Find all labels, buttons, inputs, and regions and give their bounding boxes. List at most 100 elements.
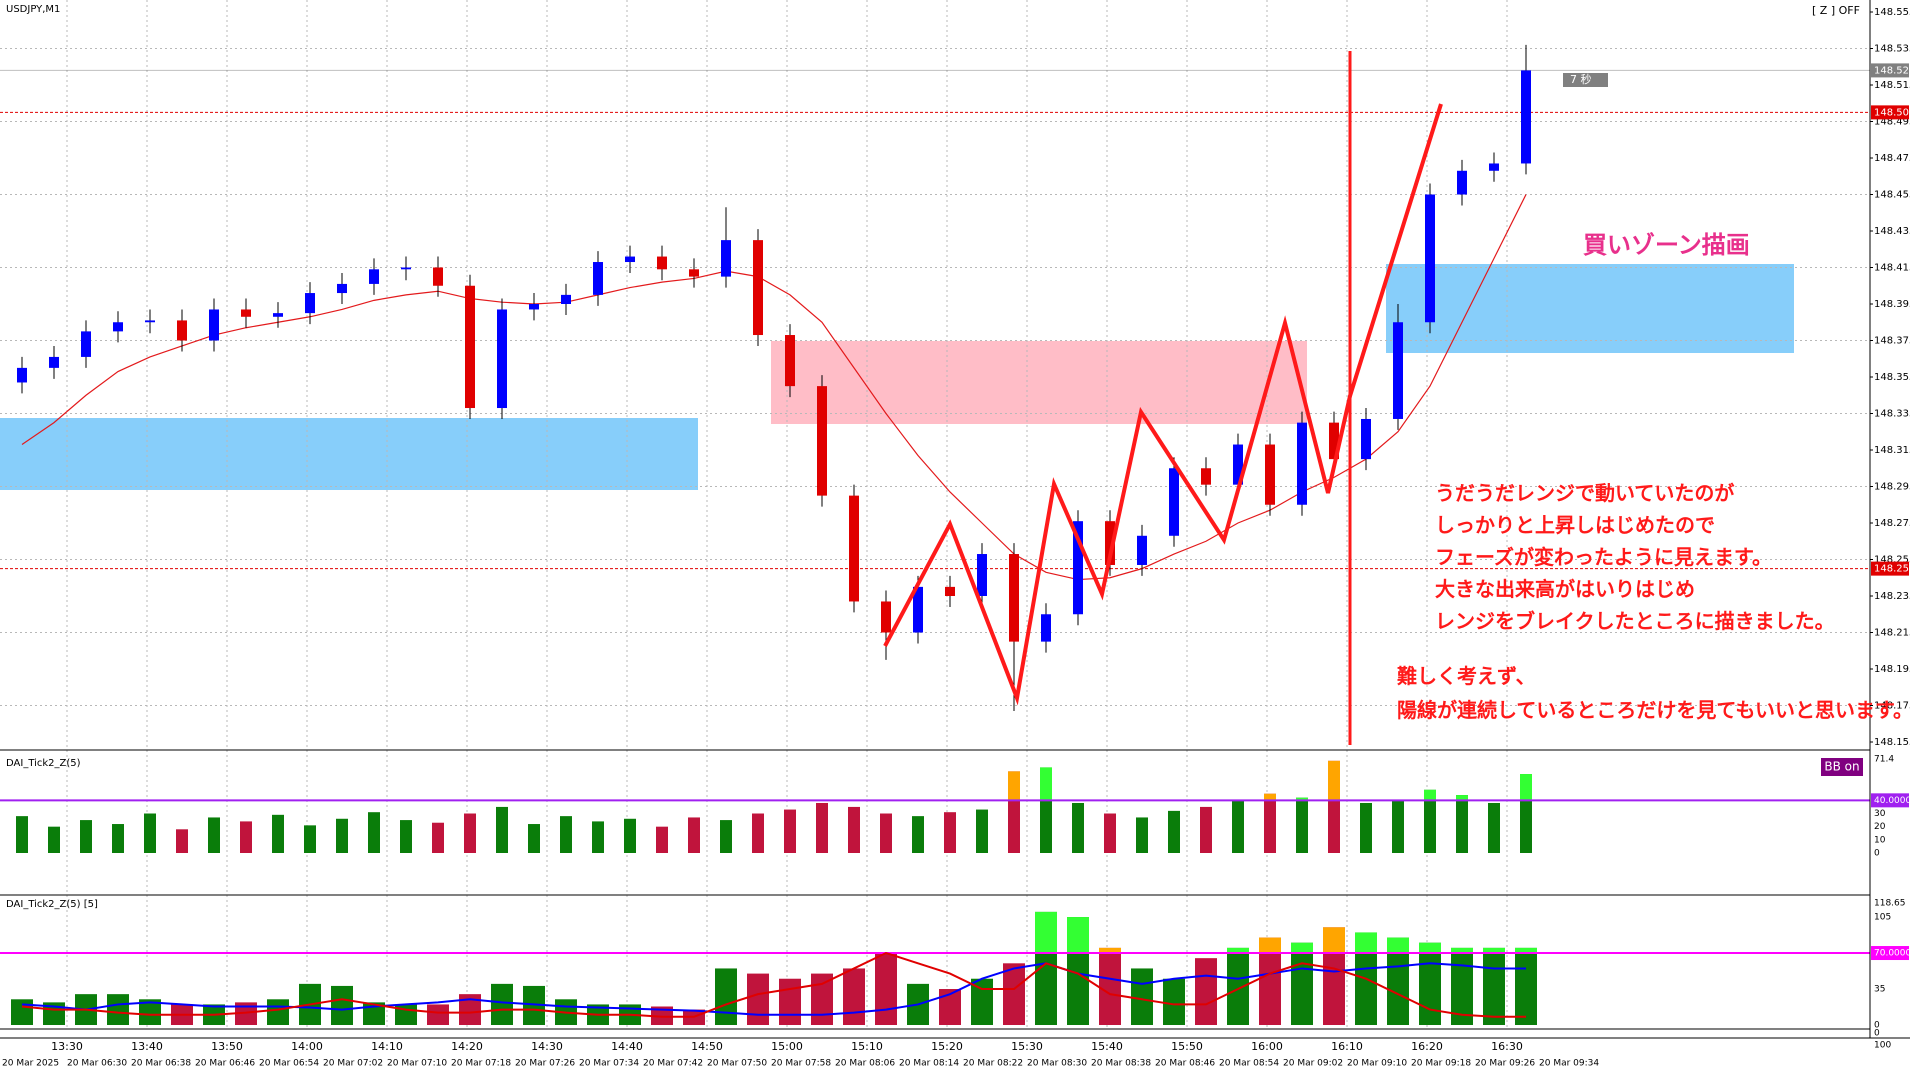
volume-bar	[1200, 806, 1212, 853]
time-label: 15:40	[1091, 1040, 1123, 1053]
candle-body	[1233, 444, 1243, 485]
y-tick-label: 148.255	[1874, 555, 1910, 566]
volume-bar	[267, 999, 289, 1025]
sell-zone	[771, 341, 1307, 424]
volume-bar-over	[1451, 947, 1473, 954]
candle-body	[177, 320, 187, 341]
date-label: 20 Mar 07:02	[323, 1059, 383, 1069]
volume-bar	[432, 822, 444, 853]
candle-body	[913, 586, 923, 633]
level-label: 40.0000	[1874, 796, 1910, 806]
level-label: 70.0000	[1874, 949, 1910, 959]
time-label: 16:00	[1251, 1040, 1283, 1053]
volume-bar	[971, 978, 993, 1025]
volume-bar	[176, 829, 188, 853]
time-label: 14:30	[531, 1040, 563, 1053]
date-label: 20 Mar 07:26	[515, 1059, 575, 1069]
volume-bar-over	[1483, 947, 1505, 954]
symbol-title: USDJPY,M1	[6, 4, 60, 15]
volume-bar	[491, 983, 513, 1025]
range-zone	[0, 418, 698, 490]
volume-bar	[427, 1004, 449, 1025]
time-label: 14:40	[611, 1040, 643, 1053]
y-tick-label: 148.335	[1874, 409, 1910, 420]
volume-bar	[464, 813, 476, 853]
candle-body	[113, 322, 123, 332]
candle-body	[1009, 554, 1019, 642]
candle-body	[721, 240, 731, 277]
price-label-box	[1871, 561, 1909, 576]
volume-bar-over	[1515, 947, 1537, 954]
date-label: 20 Mar 08:14	[899, 1059, 959, 1069]
volume-bar	[1195, 958, 1217, 1025]
volume-bar	[235, 1002, 257, 1025]
badge-box[interactable]	[1821, 758, 1863, 776]
volume-bar-over	[1099, 947, 1121, 954]
date-label: 20 Mar 07:10	[387, 1059, 447, 1069]
volume-bar	[1136, 817, 1148, 853]
volume-bar	[496, 806, 508, 853]
candle-body	[593, 262, 603, 295]
volume-bar	[715, 968, 737, 1025]
candle-body	[1105, 521, 1115, 565]
date-label: 20 Mar 06:54	[259, 1059, 319, 1069]
candle-body	[849, 495, 859, 602]
volume-bar	[272, 814, 284, 853]
date-label: 20 Mar 06:30	[67, 1059, 127, 1069]
date-label: 20 Mar 08:54	[1219, 1059, 1279, 1069]
time-label: 13:50	[211, 1040, 243, 1053]
zoom-status[interactable]: [ Z ] OFF	[1812, 4, 1860, 17]
volume-bar	[363, 1002, 385, 1025]
buy-zone	[1386, 264, 1794, 353]
y-tick-label: 148.275	[1874, 518, 1910, 529]
date-label: 20 Mar 08:22	[963, 1059, 1023, 1069]
candle-body	[817, 386, 827, 496]
date-label: 20 Mar 06:38	[131, 1059, 191, 1069]
y-tick-label: 148.355	[1874, 372, 1910, 383]
volume-bar	[1131, 968, 1153, 1025]
date-label: 20 Mar 2025	[2, 1059, 59, 1069]
candle-body	[209, 309, 219, 341]
zigzag-drawing	[883, 103, 1443, 706]
volume-bar	[1392, 800, 1404, 853]
time-label: 13:40	[131, 1040, 163, 1053]
volume-bar	[875, 953, 897, 1025]
volume-bar-over	[1520, 774, 1532, 801]
volume-bar	[1163, 978, 1185, 1025]
date-label: 20 Mar 09:34	[1539, 1059, 1599, 1069]
volume-bar	[1424, 789, 1436, 853]
y-tick-label: 148.175	[1874, 701, 1910, 712]
volume-bar-over	[1355, 932, 1377, 954]
note-line: 大きな出来高がはいりはじめ	[1435, 577, 1695, 601]
volume-bar	[944, 812, 956, 853]
y-tick-label: 148.495	[1874, 117, 1910, 128]
volume-bar	[107, 994, 129, 1025]
volume-bar	[1296, 797, 1308, 853]
volume-bar-over	[1419, 942, 1441, 954]
price-label: 148.250	[1874, 564, 1910, 575]
candle-body	[977, 554, 987, 596]
volume-bar	[976, 809, 988, 853]
volume-bar	[304, 825, 316, 853]
volume-bar	[80, 820, 92, 853]
zones	[0, 264, 1794, 490]
volume-bar	[1072, 802, 1084, 853]
time-label: 16:10	[1331, 1040, 1363, 1053]
volume-bar	[816, 802, 828, 853]
countdown-box	[1563, 73, 1608, 87]
candle-body	[753, 240, 763, 336]
price-label: 148.523	[1874, 65, 1910, 76]
note-line: フェーズが変わったように見えます。	[1435, 545, 1772, 569]
date-label: 20 Mar 09:02	[1283, 1059, 1343, 1069]
y-tick-label: 148.455	[1874, 190, 1910, 201]
y-tick-label: 100	[1874, 1041, 1891, 1051]
volume-bar	[139, 999, 161, 1025]
candle-body	[145, 320, 155, 323]
y-tick-label: 148.535	[1874, 44, 1910, 55]
badge[interactable]: BB on	[1824, 760, 1859, 774]
volume-bar	[1515, 947, 1537, 1025]
volume-bar	[368, 812, 380, 853]
candle-body	[1361, 418, 1371, 460]
candle-body	[1041, 614, 1051, 642]
date-label: 20 Mar 08:38	[1091, 1059, 1151, 1069]
